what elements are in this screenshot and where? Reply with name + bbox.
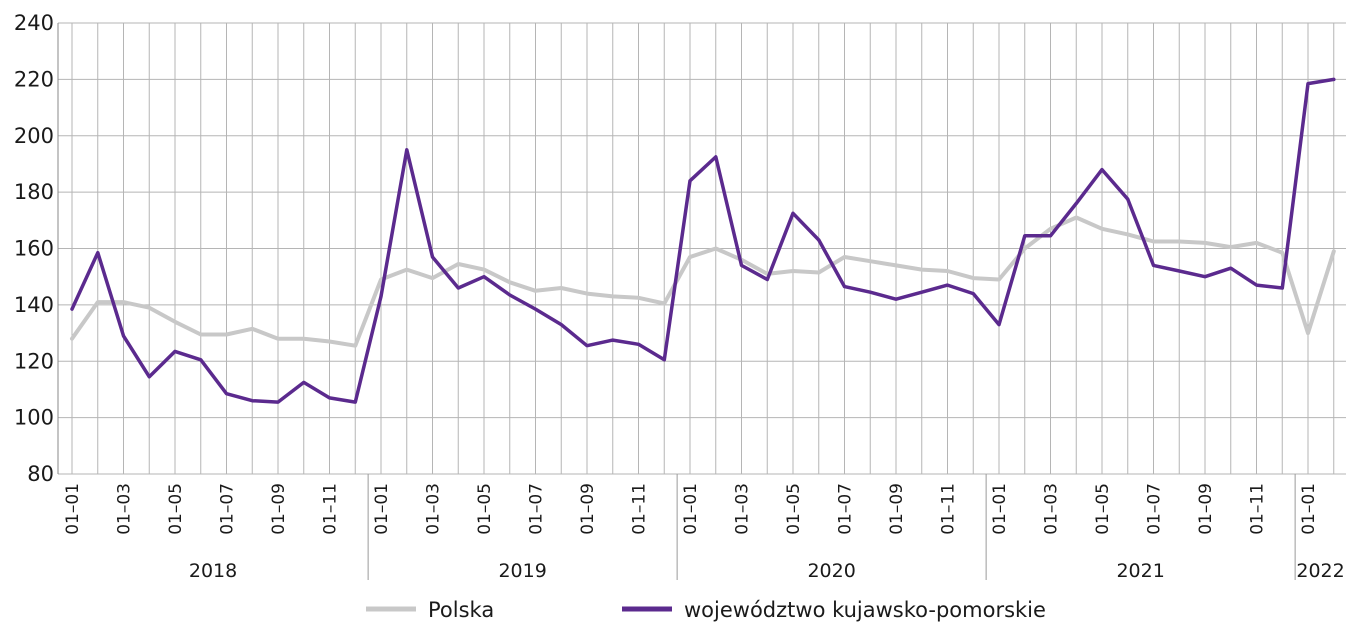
x-tick-label: 01–05 — [1093, 483, 1113, 535]
x-tick-label: 01–11 — [1248, 483, 1268, 535]
x-tick-label: 01–03 — [115, 483, 135, 535]
x-tick-label: 01–05 — [475, 483, 495, 535]
x-tick-label: 01–11 — [939, 483, 959, 535]
year-label: 2020 — [807, 560, 855, 582]
y-tick-label: 180 — [14, 180, 54, 204]
y-tick-label: 120 — [14, 349, 54, 373]
x-tick-label: 01–01 — [1299, 483, 1319, 535]
x-tick-label: 01–09 — [1196, 483, 1216, 535]
x-tick-label: 01–01 — [372, 483, 392, 535]
year-label: 2022 — [1296, 560, 1344, 582]
x-tick-label: 01–09 — [269, 483, 289, 535]
legend-label: Polska — [428, 598, 494, 622]
year-label: 2021 — [1116, 560, 1164, 582]
y-tick-label: 160 — [14, 237, 54, 261]
x-tick-label: 01–01 — [990, 483, 1010, 535]
y-tick-label: 220 — [14, 67, 54, 91]
x-tick-label: 01–07 — [1145, 483, 1165, 535]
x-tick-label: 01–05 — [784, 483, 804, 535]
y-tick-label: 140 — [14, 293, 54, 317]
x-tick-label: 01–01 — [681, 483, 701, 535]
x-tick-label: 01–07 — [218, 483, 238, 535]
y-tick-label: 100 — [14, 406, 54, 430]
legend: Polska województwo kujawsko-pomorskie — [366, 598, 1046, 622]
grid — [58, 22, 1346, 475]
series-line-kujawsko-pomorskie — [70, 77, 1336, 404]
year-label: 2018 — [189, 560, 237, 582]
x-tick-label: 01–03 — [733, 483, 753, 535]
x-tick-label: 01–09 — [578, 483, 598, 535]
x-tick-label: 01–09 — [887, 483, 907, 535]
axes: 80 100 120 140 160 180 200 220 240 2018 2019 2020 20… — [14, 11, 1345, 582]
y-tick-label: 200 — [14, 124, 54, 148]
y-tick-label: 80 — [27, 462, 54, 486]
x-tick-label: 01–05 — [166, 483, 186, 535]
x-tick-label: 01–07 — [527, 483, 547, 535]
series-line-polska — [70, 215, 1336, 348]
x-tick-label: 01–01 — [63, 483, 83, 535]
x-tick-label: 01–03 — [424, 483, 444, 535]
x-tick-label: 01–07 — [836, 483, 856, 535]
y-tick-label: 240 — [14, 11, 54, 35]
x-tick-label: 01–11 — [321, 483, 341, 535]
legend-label: województwo kujawsko-pomorskie — [684, 598, 1046, 622]
x-tick-label: 01–11 — [630, 483, 650, 535]
x-tick-label: 01–03 — [1042, 483, 1062, 535]
year-label: 2019 — [498, 560, 546, 582]
series-lines — [70, 77, 1336, 404]
